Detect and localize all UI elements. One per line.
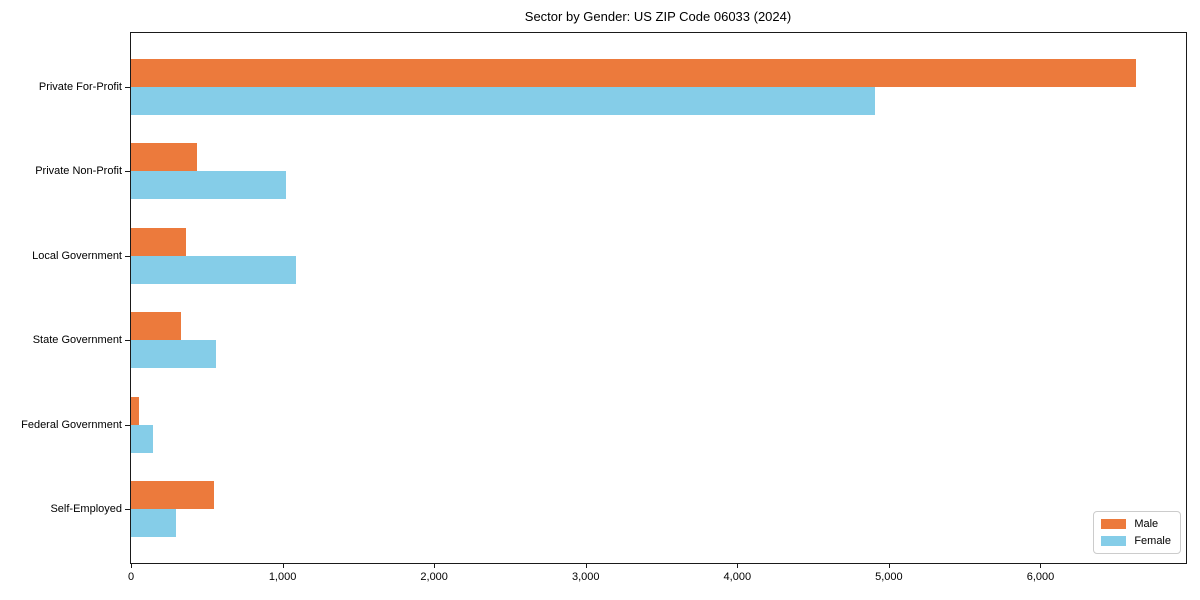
legend-entry-male: Male [1101, 518, 1171, 530]
bar-male-6 [131, 481, 214, 509]
x-tick-label: 5,000 [875, 571, 903, 583]
bar-female-6 [131, 509, 177, 537]
y-tick-mark [125, 171, 130, 173]
x-tick-mark [585, 563, 587, 568]
legend: Male Female [1093, 511, 1181, 554]
bar-male-1 [131, 59, 1136, 87]
x-tick-label: 3,000 [571, 571, 600, 583]
y-tick-mark [125, 424, 130, 426]
legend-swatch-male [1101, 519, 1127, 529]
x-tick-mark [282, 563, 284, 568]
bar-male-2 [131, 143, 197, 172]
category-label: Self-Employed [50, 503, 122, 515]
x-tick-label: 4,000 [723, 571, 752, 583]
bar-female-5 [131, 424, 153, 453]
category-label: Federal Government [21, 418, 122, 431]
y-tick-mark [125, 509, 130, 510]
bar-male-5 [131, 396, 140, 425]
bar-male-4 [131, 312, 182, 341]
legend-label: Female [1134, 535, 1171, 547]
x-tick-label: 1,000 [268, 571, 297, 583]
legend-entry-female: Female [1101, 535, 1171, 547]
x-tick-label: 2,000 [420, 571, 448, 583]
legend-swatch-female [1101, 536, 1127, 546]
plot-area: Private For-Profit Private Non-Profit Loca… [21, 32, 1187, 583]
y-tick-mark [125, 255, 130, 257]
x-tick-mark [1040, 563, 1042, 568]
x-tick-label: 0 [127, 571, 135, 583]
bar-male-3 [131, 227, 187, 256]
bar-female-2 [131, 171, 286, 200]
bar-female-1 [131, 87, 875, 115]
x-tick-label: 6,000 [1026, 571, 1055, 583]
x-tick-mark [737, 563, 739, 568]
x-tick-mark [434, 563, 436, 568]
y-tick-mark [125, 340, 130, 342]
legend-label: Male [1134, 518, 1159, 530]
chart-title: Sector by Gender: US ZIP Code 06033 (202… [524, 9, 792, 24]
category-label: Local Government [32, 249, 122, 262]
x-tick-mark [888, 563, 890, 568]
bar-female-4 [131, 340, 216, 369]
category-label: Private For-Profit [38, 81, 122, 93]
bar-female-3 [131, 255, 297, 284]
x-tick-mark [131, 563, 132, 568]
category-label: Private Non-Profit [35, 165, 122, 178]
y-tick-mark [125, 87, 130, 88]
category-label: State Government [32, 334, 122, 347]
